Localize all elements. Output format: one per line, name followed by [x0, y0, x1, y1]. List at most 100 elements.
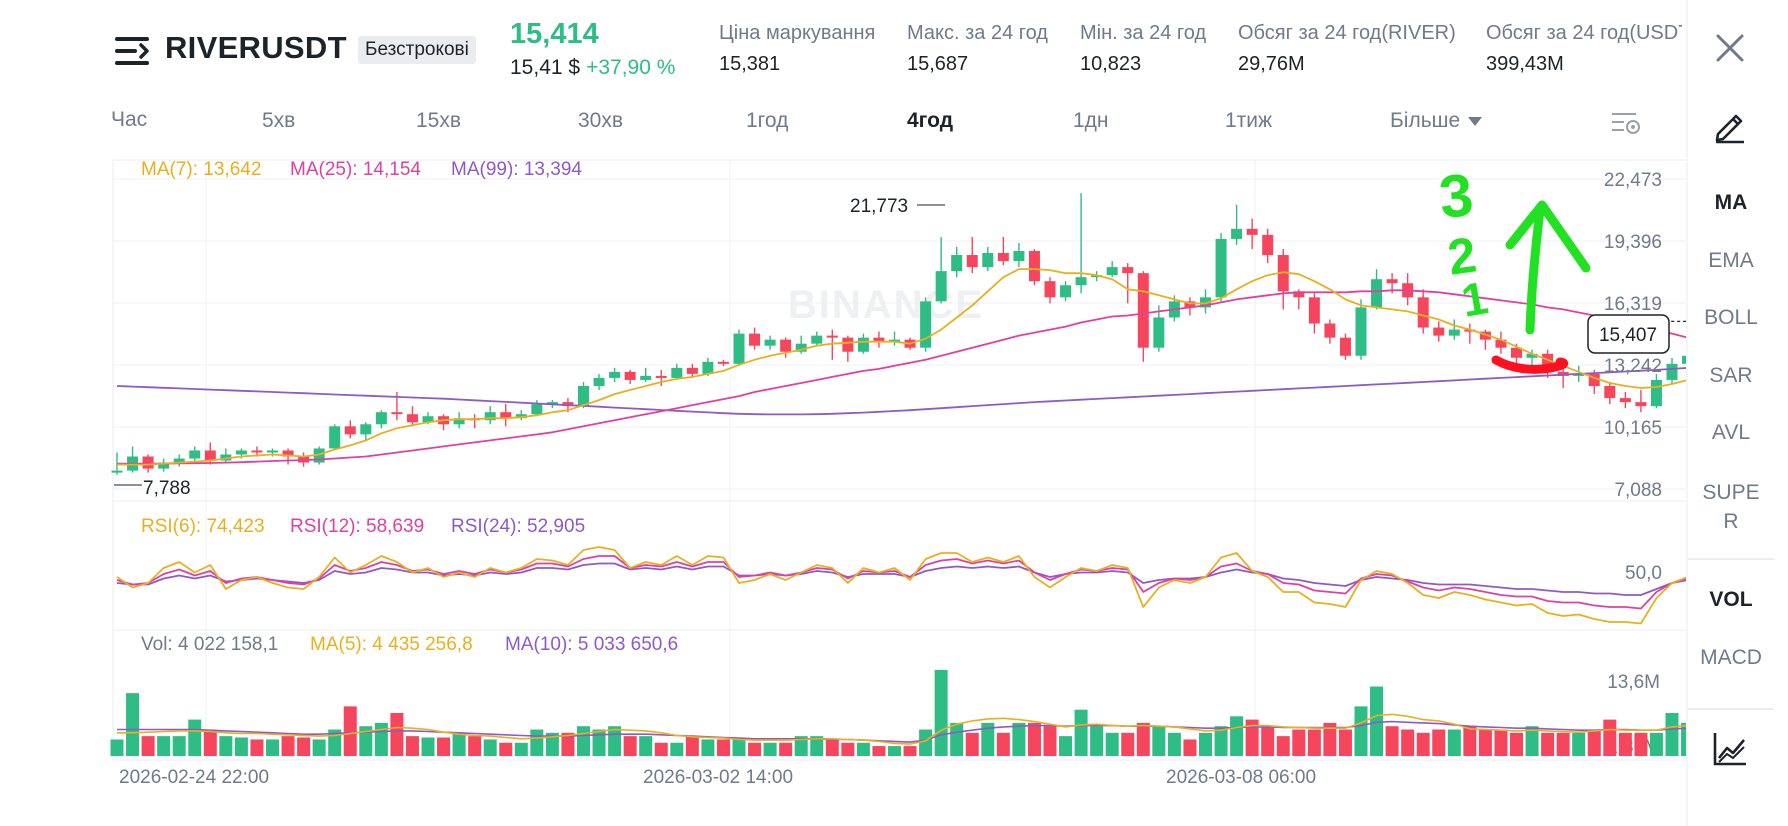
volume-bar-down [1027, 722, 1041, 756]
volume-bar-down [841, 742, 855, 756]
candle-up [702, 361, 714, 374]
candle-down [1293, 291, 1305, 298]
candle-down [780, 339, 792, 352]
price-chart[interactable]: BINANCE 22,473 19,396 16,319 13,242 10,165 7,… [0, 0, 1686, 826]
volume-bar-down [1338, 729, 1352, 756]
candle-up [1215, 238, 1227, 298]
menu-icon[interactable] [115, 34, 153, 68]
volume-bar-down [872, 746, 886, 756]
symbol-title[interactable]: RIVERUSDT [165, 30, 347, 65]
tf-4h[interactable]: 4год [907, 109, 954, 132]
rsi24-line [116, 562, 1686, 596]
volume-bar-up [1572, 732, 1586, 756]
candle-up [313, 448, 325, 463]
volume-bar-down [779, 742, 793, 756]
tf-30m[interactable]: 30хв [578, 109, 624, 132]
candle-down [1277, 255, 1289, 292]
candle-down [1184, 301, 1196, 308]
indicator-chart-icon[interactable] [1712, 731, 1748, 767]
volume-bar-down [1541, 732, 1555, 756]
volume-bar-down [499, 742, 513, 756]
volume-bar-up [1230, 716, 1244, 756]
tf-time[interactable]: Час [111, 108, 148, 131]
tf-1h[interactable]: 1год [746, 109, 789, 132]
ma7-legend: MA(7): 13,642 [141, 159, 261, 180]
candle-down [1588, 373, 1600, 386]
ma7-line [117, 268, 1686, 466]
volume-bar-up [188, 719, 202, 756]
volume-bar-up [483, 739, 497, 756]
ma25-legend: MA(25): 14,154 [290, 159, 421, 180]
volume-bar-up [126, 693, 140, 756]
price-tick-label: 13,242 [1604, 356, 1662, 377]
price-tick-label: 16,319 [1604, 294, 1662, 315]
rsi6-line [116, 546, 1686, 625]
volume-bar-down [203, 729, 217, 756]
volume-bar-up [172, 736, 186, 756]
volume-bar-up [856, 742, 870, 756]
candle-down [282, 450, 294, 457]
volume-bar-down [1634, 732, 1648, 756]
volume-bar-down [1603, 719, 1617, 756]
candle-up [1200, 297, 1211, 308]
candle-up [531, 404, 543, 415]
volume-bar-down [623, 736, 637, 756]
volume-bar-down [996, 732, 1010, 756]
volume-bar-down [654, 742, 668, 756]
candle-down [1417, 297, 1429, 328]
candle-down [142, 456, 154, 469]
volume-bar-up [1074, 709, 1088, 756]
mark-price-label: Ціна маркування [719, 22, 876, 44]
volume-bar-down [297, 737, 311, 756]
volume-bar-up [530, 729, 544, 756]
volume-bar-up [421, 737, 435, 756]
candle-up [764, 339, 776, 346]
volume-usdt-value: 399,43M [1486, 53, 1564, 75]
volume-bar-up [794, 736, 808, 756]
chart-grid [112, 159, 1686, 761]
candle-down [1619, 398, 1631, 403]
candle-down [1044, 281, 1056, 298]
candle-up [484, 412, 496, 421]
volume-bar-down [685, 736, 699, 756]
tf-1w[interactable]: 1тиж [1225, 109, 1273, 132]
tf-15m[interactable]: 15хв [416, 109, 462, 132]
candle-up [795, 343, 807, 352]
volume-bar-up [110, 739, 124, 756]
volume-bar-up [919, 729, 933, 756]
indicator-ma[interactable]: MA [1714, 191, 1748, 214]
volume-river-value: 29,76M [1238, 53, 1305, 75]
draw-pencil-icon[interactable] [1712, 108, 1748, 144]
indicator-macd[interactable]: MACD [1700, 646, 1762, 669]
candle-down [500, 412, 512, 419]
indicator-boll[interactable]: BOLL [1704, 306, 1758, 329]
candle-down [1604, 385, 1616, 399]
candle-down [1339, 337, 1351, 356]
volume-bar-up [266, 739, 279, 756]
max-price-marker: 21,773 [850, 196, 945, 217]
candle-down [1433, 327, 1445, 336]
volume-bar-up [1447, 729, 1461, 756]
candle-up [1573, 373, 1585, 376]
volume-bars [110, 669, 1686, 756]
rsi-axis-label: 50,0 [1625, 563, 1662, 584]
vol-legend: Vol: 4 022 158,1 [141, 634, 278, 655]
candle-up [733, 333, 745, 364]
green-arrow-shaft [1525, 205, 1545, 335]
tf-more[interactable]: Більше [1390, 109, 1483, 133]
vol-ma5-line [117, 713, 1686, 745]
caret-down-icon [1468, 116, 1483, 126]
volume-bar-up [157, 736, 171, 756]
close-icon[interactable] [1712, 30, 1748, 66]
tf-1d[interactable]: 1дн [1073, 109, 1109, 132]
indicator-super[interactable]: SUPER [1702, 481, 1760, 533]
candle-down [1028, 250, 1040, 282]
candle-up [453, 418, 465, 425]
indicator-vol[interactable]: VOL [1709, 588, 1753, 611]
volume-bar-down [1245, 719, 1259, 756]
tf-5m[interactable]: 5хв [262, 109, 296, 132]
indicator-ema[interactable]: EMA [1708, 249, 1754, 272]
chart-settings-icon[interactable] [1610, 110, 1642, 138]
indicator-sar[interactable]: SAR [1709, 364, 1753, 387]
indicator-avl[interactable]: AVL [1711, 421, 1751, 444]
